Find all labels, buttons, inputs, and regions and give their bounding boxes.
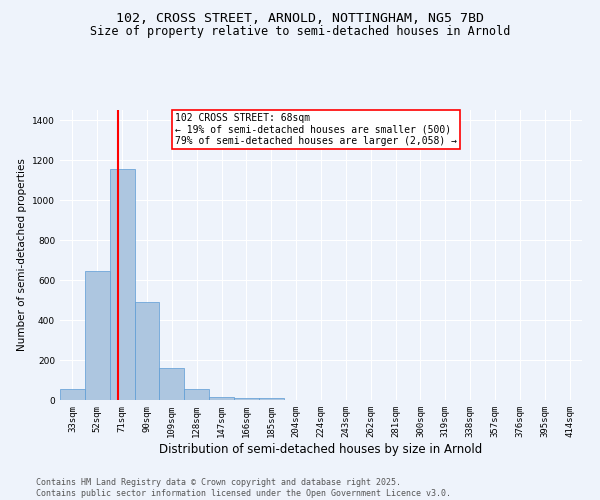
- Text: 102, CROSS STREET, ARNOLD, NOTTINGHAM, NG5 7BD: 102, CROSS STREET, ARNOLD, NOTTINGHAM, N…: [116, 12, 484, 26]
- Text: Size of property relative to semi-detached houses in Arnold: Size of property relative to semi-detach…: [90, 25, 510, 38]
- Bar: [60, 389, 85, 400]
- Bar: [134, 302, 160, 400]
- Bar: [160, 368, 184, 400]
- Bar: [234, 398, 259, 400]
- Bar: [259, 398, 284, 400]
- Bar: [184, 389, 209, 400]
- Bar: [209, 397, 234, 400]
- X-axis label: Distribution of semi-detached houses by size in Arnold: Distribution of semi-detached houses by …: [160, 442, 482, 456]
- Text: Contains HM Land Registry data © Crown copyright and database right 2025.
Contai: Contains HM Land Registry data © Crown c…: [36, 478, 451, 498]
- Bar: [85, 271, 110, 400]
- Text: 102 CROSS STREET: 68sqm
← 19% of semi-detached houses are smaller (500)
79% of s: 102 CROSS STREET: 68sqm ← 19% of semi-de…: [175, 113, 457, 146]
- Y-axis label: Number of semi-detached properties: Number of semi-detached properties: [17, 158, 26, 352]
- Bar: [110, 169, 134, 400]
